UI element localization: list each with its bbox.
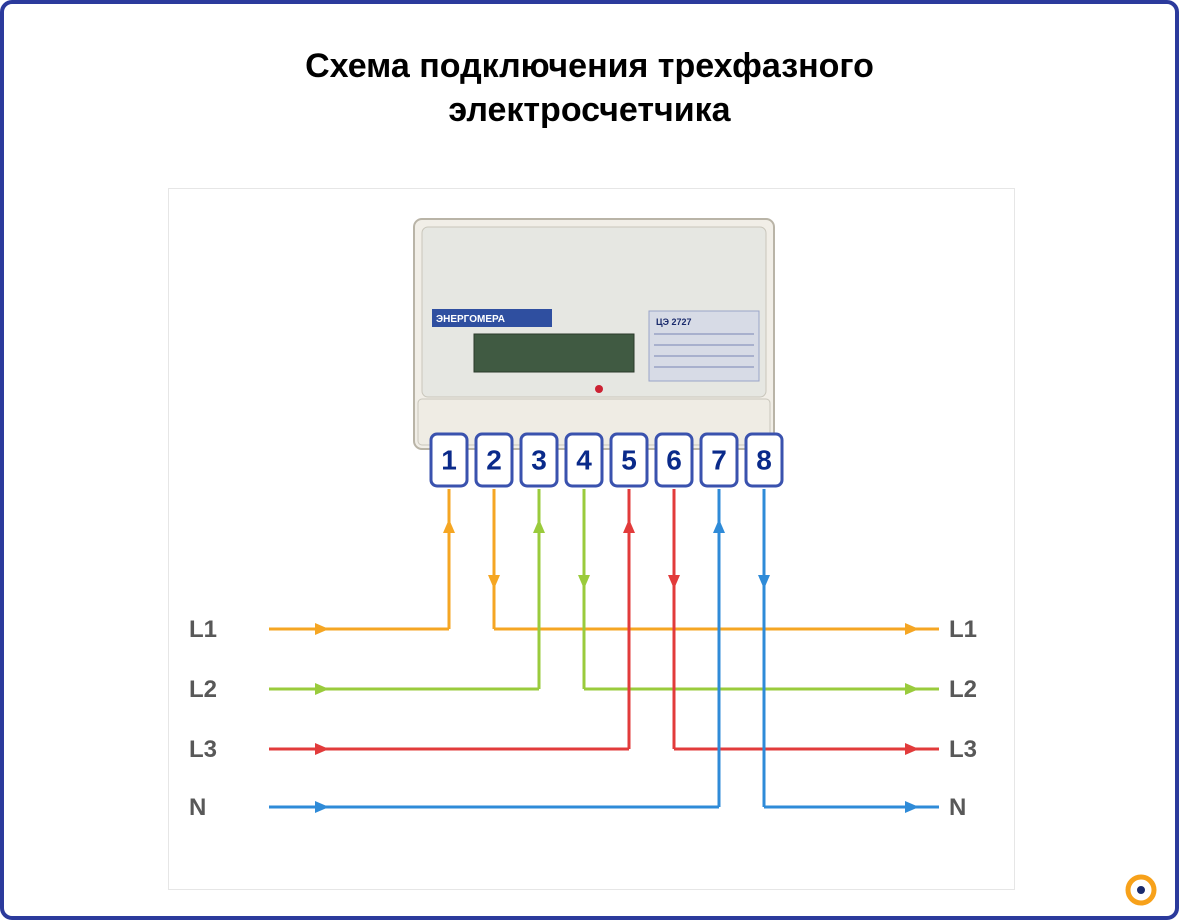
title-line-1: Схема подключения трехфазного — [305, 47, 874, 85]
svg-text:ЭНЕРГОМЕРА: ЭНЕРГОМЕРА — [436, 314, 505, 325]
svg-text:1: 1 — [441, 444, 457, 475]
svg-text:7: 7 — [711, 444, 727, 475]
svg-text:L1: L1 — [189, 616, 217, 643]
figure-panel: ЭНЕРГОМЕРА ЦЭ 2727 12345678 L1 L1 L2 L2 L3 L3 N N — [169, 189, 1014, 889]
svg-text:5: 5 — [621, 444, 637, 475]
svg-text:L2: L2 — [189, 676, 217, 703]
terminal-wires — [443, 489, 770, 807]
svg-text:L2: L2 — [949, 676, 977, 703]
svg-text:L1: L1 — [949, 616, 977, 643]
brand-disc-icon — [1125, 874, 1157, 906]
diagram-title: Схема подключения трехфазного электросче… — [4, 44, 1175, 132]
svg-text:L3: L3 — [189, 736, 217, 763]
svg-text:6: 6 — [666, 444, 682, 475]
svg-text:2: 2 — [486, 444, 502, 475]
svg-text:ЦЭ 2727: ЦЭ 2727 — [656, 317, 692, 327]
svg-text:3: 3 — [531, 444, 547, 475]
svg-text:4: 4 — [576, 444, 592, 475]
meter-body: ЭНЕРГОМЕРА ЦЭ 2727 — [414, 219, 774, 449]
svg-text:8: 8 — [756, 444, 772, 475]
title-line-2: электросчетчика — [448, 91, 730, 129]
svg-text:N: N — [949, 794, 966, 821]
wiring-diagram: ЭНЕРГОМЕРА ЦЭ 2727 12345678 L1 L1 L2 L2 L3 L3 N N — [169, 189, 1014, 889]
svg-text:L3: L3 — [949, 736, 977, 763]
svg-text:N: N — [189, 794, 206, 821]
outer-frame: Схема подключения трехфазного электросче… — [0, 0, 1179, 920]
